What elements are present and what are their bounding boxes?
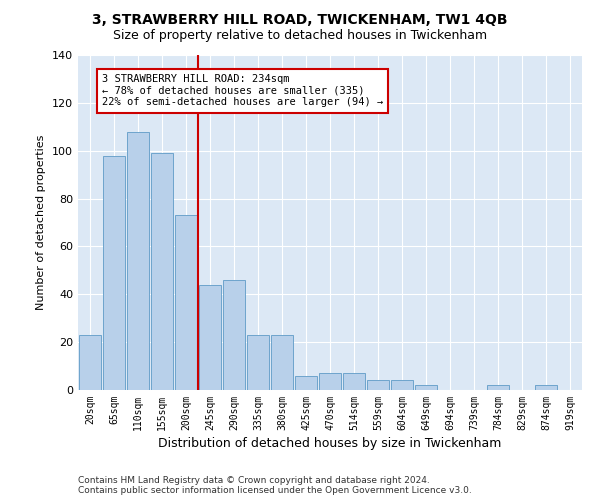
Bar: [295, 376, 317, 390]
Text: 3 STRAWBERRY HILL ROAD: 234sqm
← 78% of detached houses are smaller (335)
22% of: 3 STRAWBERRY HILL ROAD: 234sqm ← 78% of …: [102, 74, 383, 108]
Bar: [199, 284, 221, 390]
Bar: [271, 335, 293, 390]
Bar: [487, 385, 509, 390]
Bar: [103, 156, 125, 390]
Y-axis label: Number of detached properties: Number of detached properties: [37, 135, 46, 310]
Bar: [319, 373, 341, 390]
Bar: [127, 132, 149, 390]
Bar: [223, 280, 245, 390]
Bar: [367, 380, 389, 390]
Bar: [175, 216, 197, 390]
Bar: [151, 153, 173, 390]
Bar: [247, 335, 269, 390]
Text: Size of property relative to detached houses in Twickenham: Size of property relative to detached ho…: [113, 29, 487, 42]
Bar: [343, 373, 365, 390]
Bar: [535, 385, 557, 390]
X-axis label: Distribution of detached houses by size in Twickenham: Distribution of detached houses by size …: [158, 437, 502, 450]
Text: 3, STRAWBERRY HILL ROAD, TWICKENHAM, TW1 4QB: 3, STRAWBERRY HILL ROAD, TWICKENHAM, TW1…: [92, 12, 508, 26]
Text: Contains HM Land Registry data © Crown copyright and database right 2024.
Contai: Contains HM Land Registry data © Crown c…: [78, 476, 472, 495]
Bar: [79, 335, 101, 390]
Bar: [391, 380, 413, 390]
Bar: [415, 385, 437, 390]
